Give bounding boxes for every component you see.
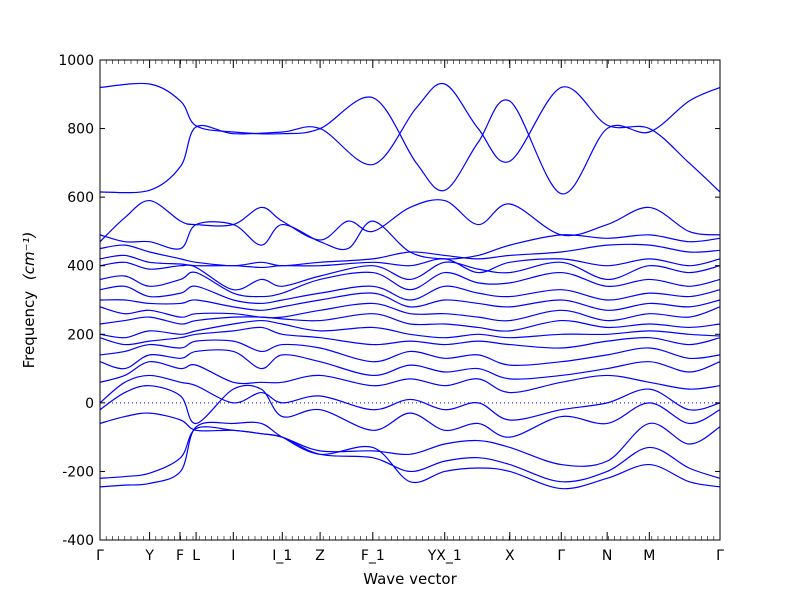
dispersion-branch-15 <box>99 339 721 366</box>
y-axis-label-unit: (cm⁻¹) <box>20 232 38 281</box>
dispersion-branch-5 <box>99 243 721 267</box>
x-tick-label: F_1 <box>361 548 385 564</box>
y-axis-label: Frequency (cm⁻¹) <box>20 232 38 369</box>
y-tick-label: 400 <box>67 259 94 275</box>
x-tick-label: Z <box>315 548 325 564</box>
x-tick-label: Γ <box>557 548 565 564</box>
y-tick-label: 1000 <box>58 53 94 69</box>
x-tick-label: M <box>643 548 655 564</box>
dispersion-branch-22 <box>99 421 721 490</box>
dispersion-branch-9 <box>99 285 721 305</box>
dispersion-curves <box>99 82 721 490</box>
y-tick-label: -400 <box>62 533 94 549</box>
dispersion-branch-3 <box>99 199 721 243</box>
dispersion-branch-2 <box>99 82 721 194</box>
x-tick-labels: Γ Y F L I I_1 Z F_1 YX_1 X Γ N M Γ <box>96 548 724 564</box>
dispersion-branch-19 <box>99 384 721 438</box>
x-tick-label: F <box>176 548 184 564</box>
y-tick-label: -200 <box>62 464 94 480</box>
y-tick-label: 0 <box>85 396 94 412</box>
y-axis-label-text: Frequency <box>20 291 38 369</box>
x-tick-label: I_1 <box>272 548 292 564</box>
dispersion-branch-21 <box>99 426 721 483</box>
dispersion-branch-8 <box>99 271 721 298</box>
dispersion-branch-14 <box>99 326 721 349</box>
x-tick-label: X <box>505 548 515 564</box>
dispersion-branch-10 <box>99 292 721 311</box>
dispersion-branch-17 <box>99 361 721 394</box>
dispersion-branch-11 <box>99 302 721 322</box>
dispersion-branch-16 <box>99 349 721 380</box>
y-tick-label: 200 <box>67 327 94 343</box>
x-tick-label: Γ <box>716 548 724 564</box>
dispersion-branch-12 <box>99 313 721 332</box>
dispersion-branch-4 <box>99 220 721 260</box>
x-tick-label: Γ <box>96 548 104 564</box>
y-tick-labels: -400 -200 0 200 400 600 800 1000 <box>58 53 94 549</box>
y-tick-label: 800 <box>67 122 94 138</box>
dispersion-branch-20 <box>99 412 721 467</box>
y-tick-label: 600 <box>67 190 94 206</box>
x-axis-label: Wave vector <box>363 570 457 588</box>
x-tick-label: L <box>192 548 200 564</box>
x-tick-label: I <box>231 548 235 564</box>
x-tick-label: YX_1 <box>427 548 462 564</box>
dispersion-branch-13 <box>99 319 721 339</box>
x-tick-label: Y <box>144 548 154 564</box>
axis-ticks <box>99 59 721 541</box>
dispersion-branch-7 <box>99 261 721 291</box>
x-tick-label: N <box>602 548 612 564</box>
dispersion-branch-6 <box>99 254 721 274</box>
plot-area-frame <box>99 59 721 541</box>
dispersion-branch-18 <box>99 374 721 421</box>
